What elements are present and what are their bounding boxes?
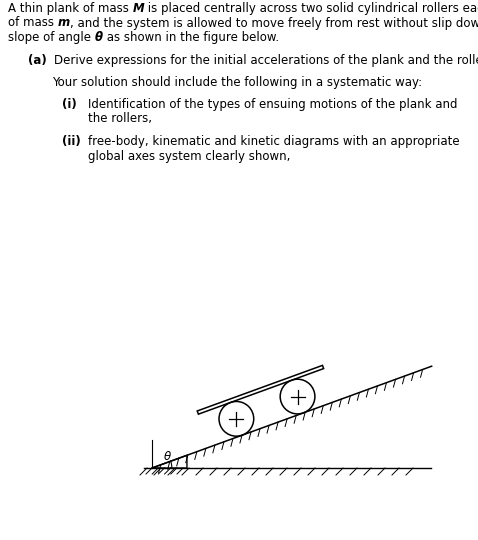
Text: is placed centrally across two solid cylindrical rollers each: is placed centrally across two solid cyl… [144,2,478,15]
Text: A thin plank of mass: A thin plank of mass [8,2,132,15]
Text: global axes system clearly shown,: global axes system clearly shown, [88,150,290,163]
Text: (ii): (ii) [62,136,81,148]
Text: of mass: of mass [8,17,58,30]
Text: m: m [58,17,70,30]
Text: Derive expressions for the initial accelerations of the plank and the roller.: Derive expressions for the initial accel… [54,54,478,67]
Text: as shown in the figure below.: as shown in the figure below. [103,31,279,44]
Text: the rollers,: the rollers, [88,112,152,125]
Text: , and the system is allowed to move freely from rest without slip down a: , and the system is allowed to move free… [70,17,478,30]
Text: $\theta$: $\theta$ [163,450,172,463]
Text: free-body, kinematic and kinetic diagrams with an appropriate: free-body, kinematic and kinetic diagram… [88,136,460,148]
Text: θ: θ [95,31,103,44]
Text: Identification of the types of ensuing motions of the plank and: Identification of the types of ensuing m… [88,98,457,111]
Text: slope of angle: slope of angle [8,31,95,44]
Text: (a): (a) [28,54,47,67]
Text: M: M [132,2,144,15]
Text: Your solution should include the following in a systematic way:: Your solution should include the followi… [52,76,422,89]
Text: (i): (i) [62,98,77,111]
